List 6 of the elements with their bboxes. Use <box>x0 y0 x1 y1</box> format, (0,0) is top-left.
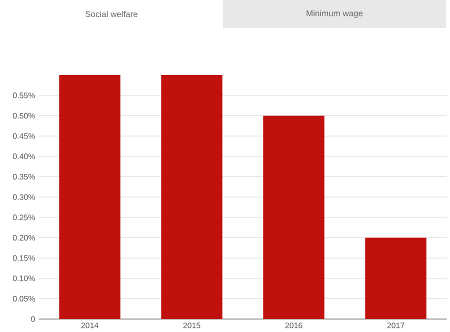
bar <box>263 116 324 320</box>
bar <box>161 75 222 320</box>
bar <box>59 75 120 320</box>
bar <box>365 238 426 320</box>
text: Social welfare <box>86 11 138 18</box>
text: Minimum wage <box>306 10 363 18</box>
